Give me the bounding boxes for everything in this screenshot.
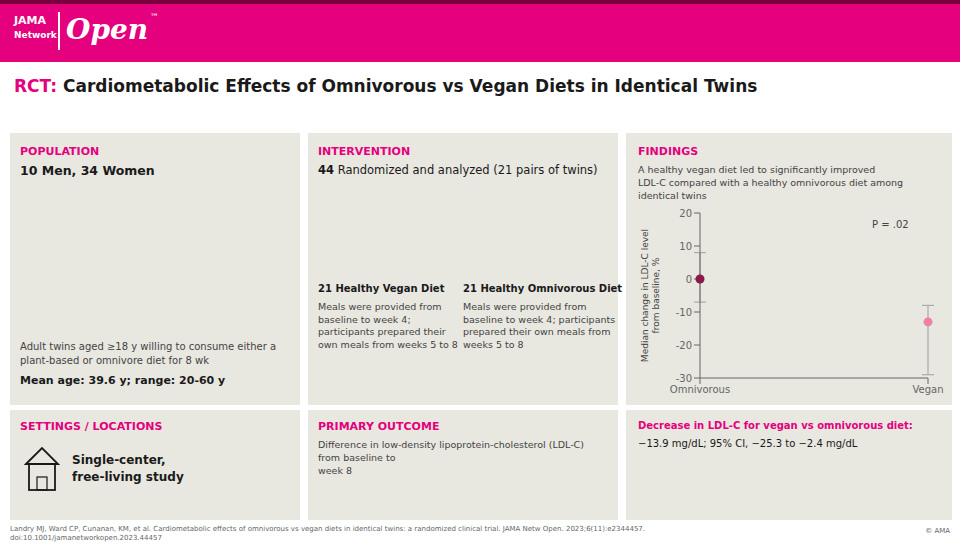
html-text:P = .02: P = .02 bbox=[872, 219, 909, 230]
html-text:SETTINGS / LOCATIONS: SETTINGS / LOCATIONS bbox=[20, 420, 163, 433]
html-text:Mean age: 39.6 y; range: 20-60: Mean age: 39.6 y; range: 20-60 y bbox=[20, 374, 226, 387]
html-text:Adult twins aged ≥18 y willing: Adult twins aged ≥18 y willing to consum… bbox=[20, 341, 277, 366]
html-text:INTERVENTION: INTERVENTION bbox=[318, 145, 411, 158]
svg-text:Omnivorous: Omnivorous bbox=[670, 384, 730, 395]
html-text:RCT: Cardiometabolic Effects o: RCT: Cardiometabolic Effects of Omnivoro… bbox=[14, 76, 758, 96]
html-text:Meals were provided from basel: Meals were provided from baseline to wee… bbox=[318, 301, 458, 350]
svg-text:0: 0 bbox=[686, 274, 692, 285]
svg-text:-20: -20 bbox=[676, 340, 692, 351]
html-text:Network: Network bbox=[14, 30, 57, 40]
html-text:Single-center, free-living stu: Single-center, free-living study bbox=[72, 453, 184, 484]
html-text:Open: Open bbox=[66, 13, 149, 46]
html-text:−13.9 mg/dL; 95% CI, −25.3 to: −13.9 mg/dL; 95% CI, −25.3 to −2.4 mg/dL bbox=[638, 438, 858, 449]
html-text:PRIMARY OUTCOME: PRIMARY OUTCOME bbox=[318, 420, 440, 433]
html-text:10 Men, 34 Women: 10 Men, 34 Women bbox=[20, 163, 155, 178]
svg-text:Vegan: Vegan bbox=[912, 384, 943, 395]
html-text:A healthy vegan diet led to si: A healthy vegan diet led to significantl… bbox=[638, 164, 904, 201]
svg-text:-30: -30 bbox=[676, 373, 692, 384]
html-text:21 Healthy Vegan Diet: 21 Healthy Vegan Diet bbox=[318, 283, 445, 294]
html-text:21 Healthy Omnivorous Diet: 21 Healthy Omnivorous Diet bbox=[463, 283, 623, 294]
html-text:Difference in low-density lipo: Difference in low-density lipoprotein-ch… bbox=[318, 439, 584, 476]
html-text:© AMA: © AMA bbox=[925, 527, 950, 535]
html-text:Meals were provided from basel: Meals were provided from baseline to wee… bbox=[463, 301, 616, 350]
svg-text:-10: -10 bbox=[676, 307, 692, 318]
html-text:POPULATION: POPULATION bbox=[20, 145, 100, 158]
svg-text:10: 10 bbox=[679, 241, 692, 252]
html-text:JAMA: JAMA bbox=[14, 14, 47, 27]
svg-text:20: 20 bbox=[679, 208, 692, 219]
html-text:Decrease in LDL-C for vegan vs: Decrease in LDL-C for vegan vs omnivorou… bbox=[638, 420, 913, 431]
html-text:Landry MJ, Ward CP, Cunanan, K: Landry MJ, Ward CP, Cunanan, KM, et al. … bbox=[10, 525, 645, 542]
html-text:FINDINGS: FINDINGS bbox=[638, 145, 699, 158]
html-text:44 Randomized and analyzed (21: 44 Randomized and analyzed (21 pairs of … bbox=[318, 163, 598, 177]
svg-text:Median change in LDL-C levelfr: Median change in LDL-C levelfrom baselin… bbox=[640, 229, 661, 362]
